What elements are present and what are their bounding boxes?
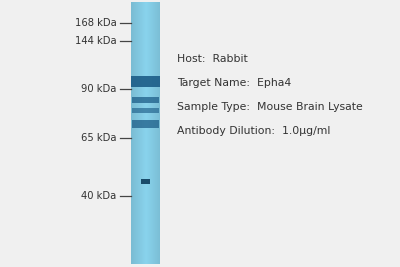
Bar xyxy=(132,97,159,103)
Bar xyxy=(132,108,159,113)
Text: Host:  Rabbit: Host: Rabbit xyxy=(177,54,248,64)
Text: 90 kDa: 90 kDa xyxy=(81,84,117,95)
Text: Sample Type:  Mouse Brain Lysate: Sample Type: Mouse Brain Lysate xyxy=(177,102,362,112)
Text: 168 kDa: 168 kDa xyxy=(75,18,117,28)
Bar xyxy=(131,76,160,87)
Text: 40 kDa: 40 kDa xyxy=(82,191,117,201)
Bar xyxy=(132,120,159,128)
Text: 65 kDa: 65 kDa xyxy=(81,132,117,143)
Text: Antibody Dilution:  1.0μg/ml: Antibody Dilution: 1.0μg/ml xyxy=(177,126,330,136)
Bar xyxy=(141,179,150,184)
Text: 144 kDa: 144 kDa xyxy=(75,36,117,46)
Text: Target Name:  Epha4: Target Name: Epha4 xyxy=(177,78,291,88)
